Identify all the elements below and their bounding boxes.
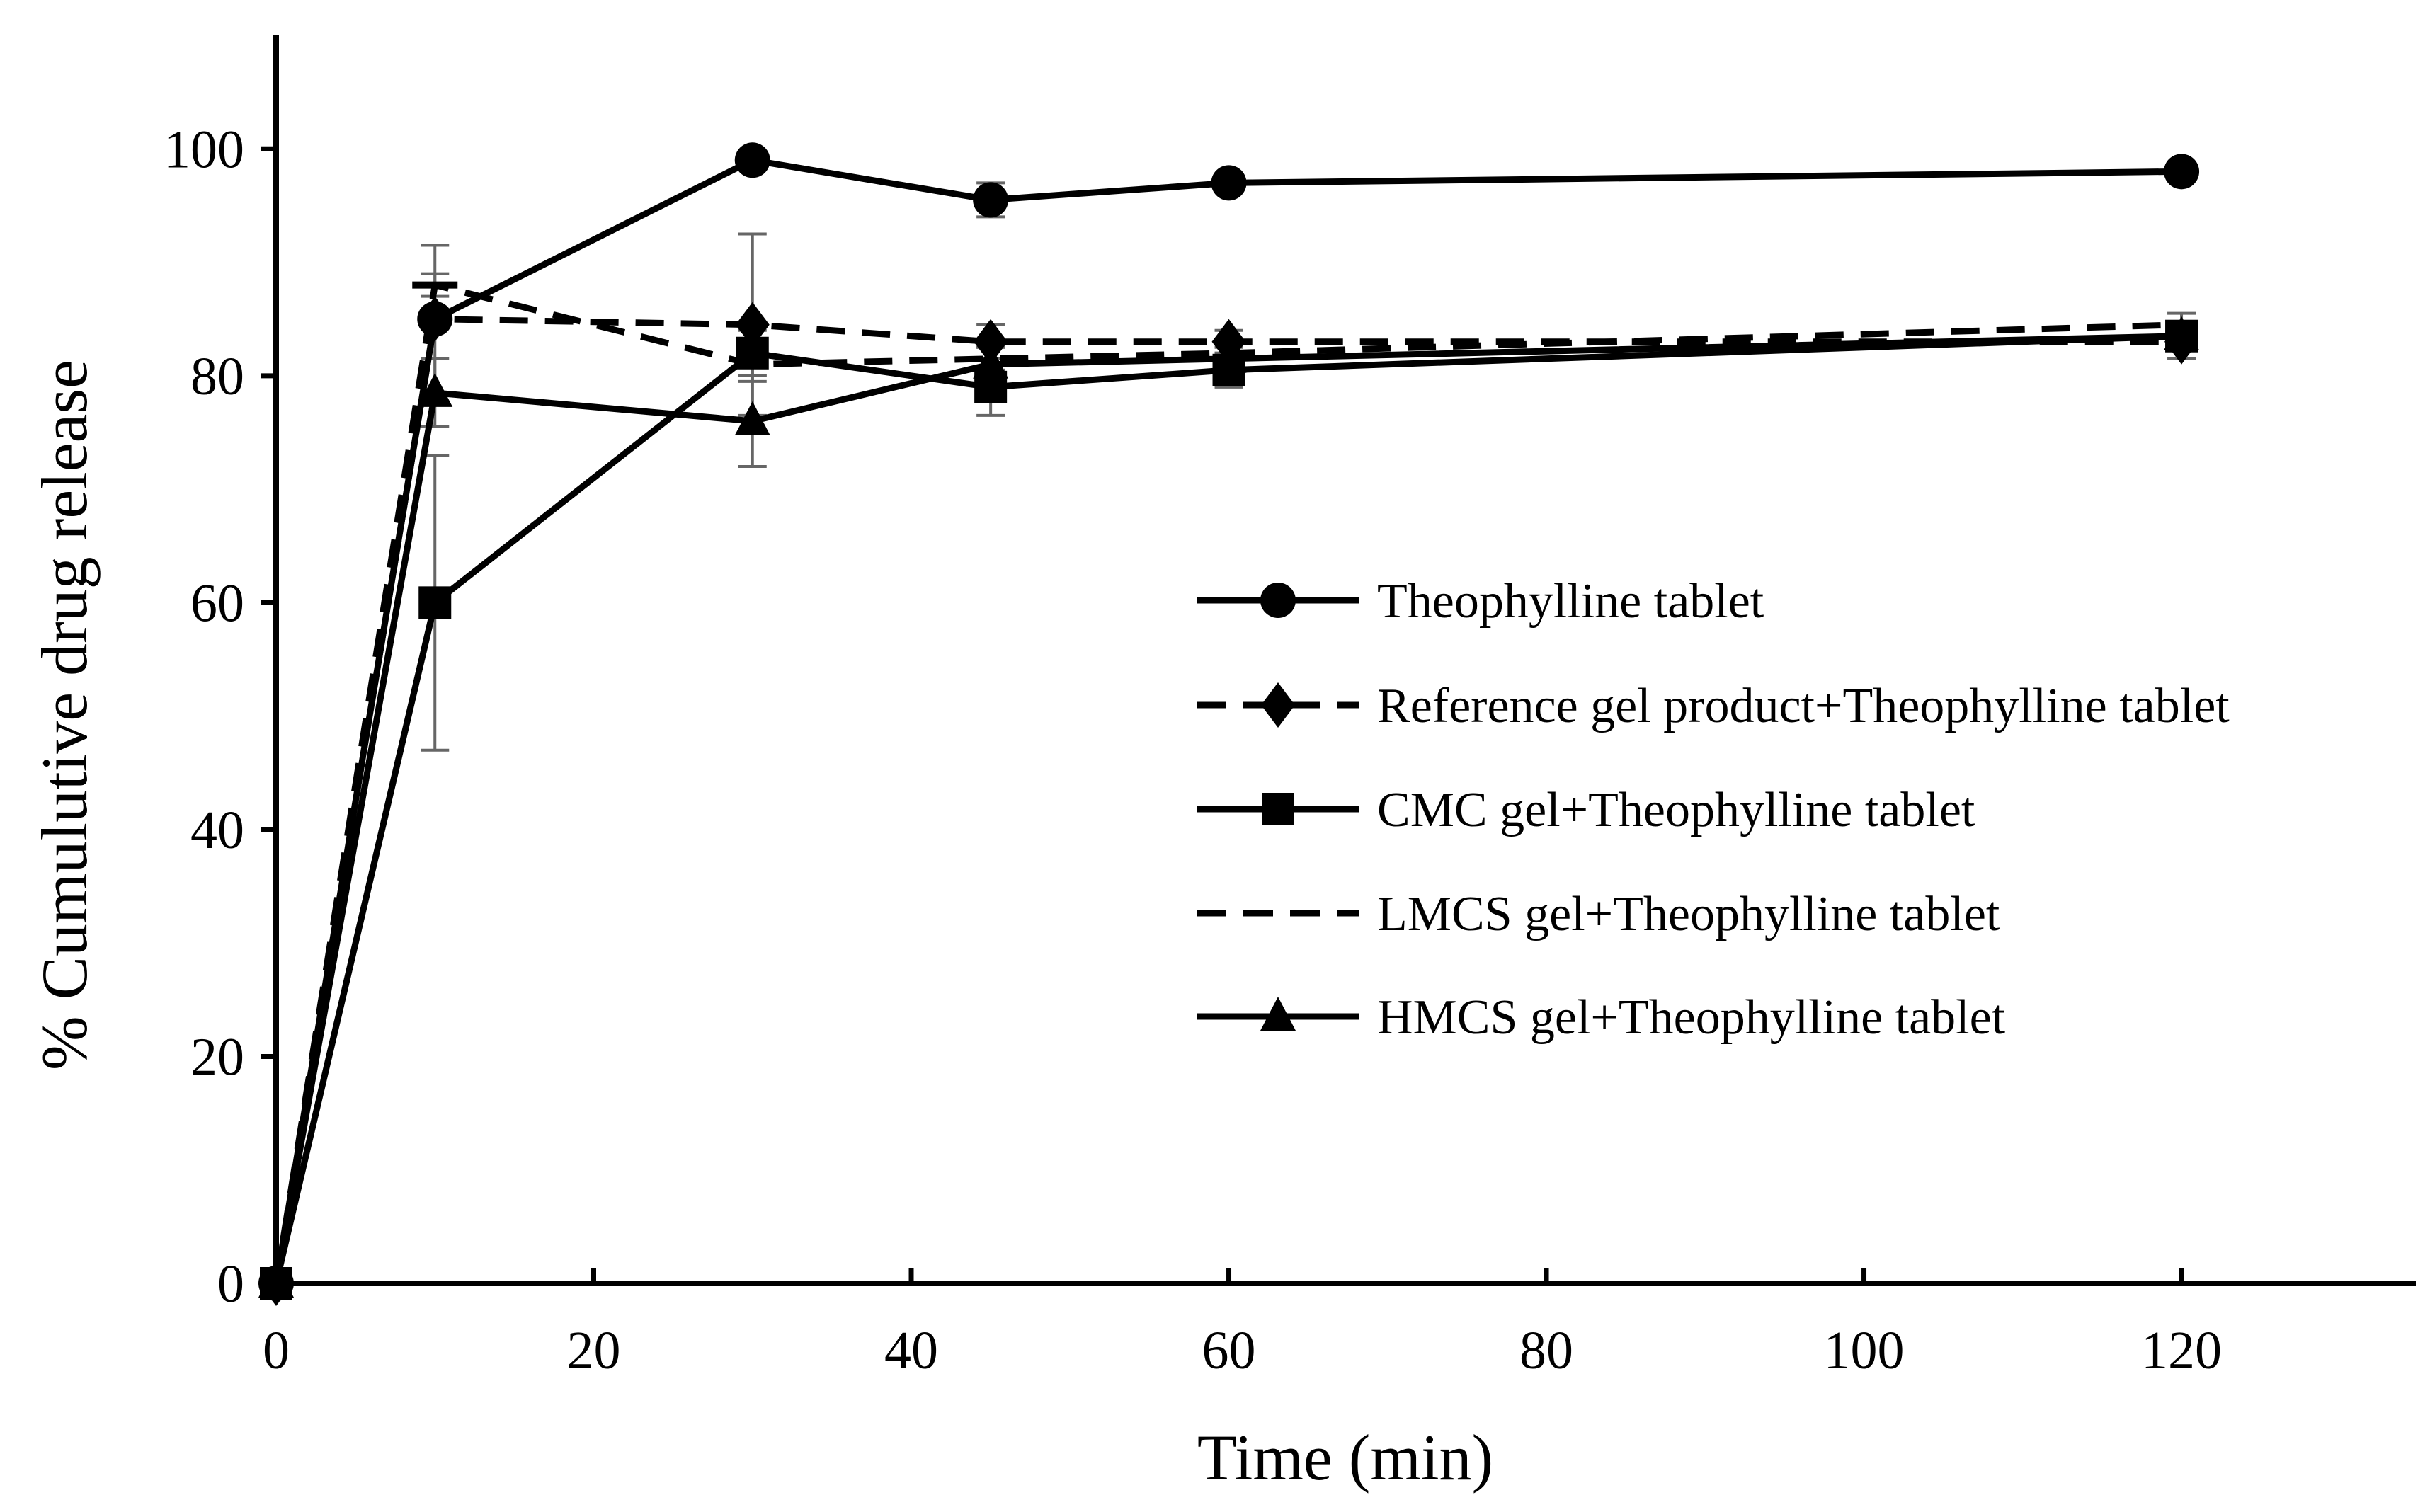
- axes: 0 20 40 60 80 100 120 0 20 40 60 80 100 Time (min) %…: [28, 35, 2416, 1494]
- y-tick-label: 80: [190, 347, 244, 406]
- series-lines: [273, 156, 2182, 1285]
- series-line-4: [273, 282, 2182, 1284]
- data-point: [973, 182, 1009, 218]
- data-point: [417, 372, 453, 407]
- error-bars: [421, 149, 2196, 752]
- legend-label: Reference gel product+Theophylline table…: [1377, 679, 2230, 733]
- x-tick-label: 120: [2141, 1321, 2222, 1380]
- data-point: [735, 302, 770, 348]
- data-point: [2164, 316, 2200, 350]
- y-tick-label: 40: [190, 801, 244, 860]
- series-line-3: [273, 333, 2182, 1285]
- data-point: [734, 142, 770, 178]
- legend-label: HMCS gel+Theophylline tablet: [1377, 990, 2006, 1045]
- y-tick-label: 100: [164, 120, 244, 179]
- data-point: [736, 336, 769, 370]
- series-line-2: [273, 316, 2181, 1284]
- axis-ticks: 0 20 40 60 80 100 120 0 20 40 60 80 100: [164, 120, 2222, 1380]
- legend-swatch-marker: [1260, 997, 1296, 1031]
- data-point: [1211, 338, 1247, 373]
- series-line-1: [273, 156, 2182, 1284]
- legend-swatch-marker: [1260, 583, 1296, 618]
- data-point: [418, 586, 452, 619]
- data-point: [734, 401, 770, 435]
- x-tick-label: 60: [1202, 1321, 1256, 1380]
- legend-label: CMC gel+Theophylline tablet: [1377, 783, 1975, 837]
- x-tick-label: 100: [1824, 1321, 1905, 1380]
- legend-item-3: CMC gel+Theophylline tablet: [1197, 783, 1975, 837]
- data-point: [2164, 154, 2200, 190]
- data-point: [418, 296, 452, 342]
- legend-swatch-marker: [1261, 682, 1295, 728]
- y-tick-label: 0: [217, 1254, 244, 1314]
- y-tick-label: 60: [190, 573, 244, 633]
- legend-item-2: Reference gel product+Theophylline table…: [1197, 679, 2230, 733]
- legend: Theophylline tablet Reference gel product…: [1197, 574, 2230, 1045]
- series-line-5: [273, 333, 2182, 1284]
- legend-item-4: LMCS gel+Theophylline tablet: [1197, 887, 2000, 941]
- legend-item-5: HMCS gel+Theophylline tablet: [1197, 990, 2006, 1045]
- x-tick-label: 0: [263, 1321, 290, 1380]
- plot-area: [258, 142, 2200, 1306]
- legend-swatch-marker: [1262, 793, 1294, 825]
- legend-label: Theophylline tablet: [1377, 574, 1764, 629]
- data-point: [974, 319, 1008, 365]
- x-axis-title: Time (min): [1197, 1421, 1493, 1494]
- legend-label: LMCS gel+Theophylline tablet: [1377, 887, 2000, 941]
- data-point: [1211, 165, 1247, 201]
- y-axis-title: % Cumulutive drug release: [28, 360, 101, 1070]
- legend-item-1: Theophylline tablet: [1197, 574, 1764, 629]
- x-tick-label: 20: [567, 1321, 621, 1380]
- x-tick-label: 40: [884, 1321, 938, 1380]
- data-point: [973, 344, 1009, 379]
- x-tick-label: 80: [1519, 1321, 1573, 1380]
- y-tick-label: 20: [190, 1027, 244, 1087]
